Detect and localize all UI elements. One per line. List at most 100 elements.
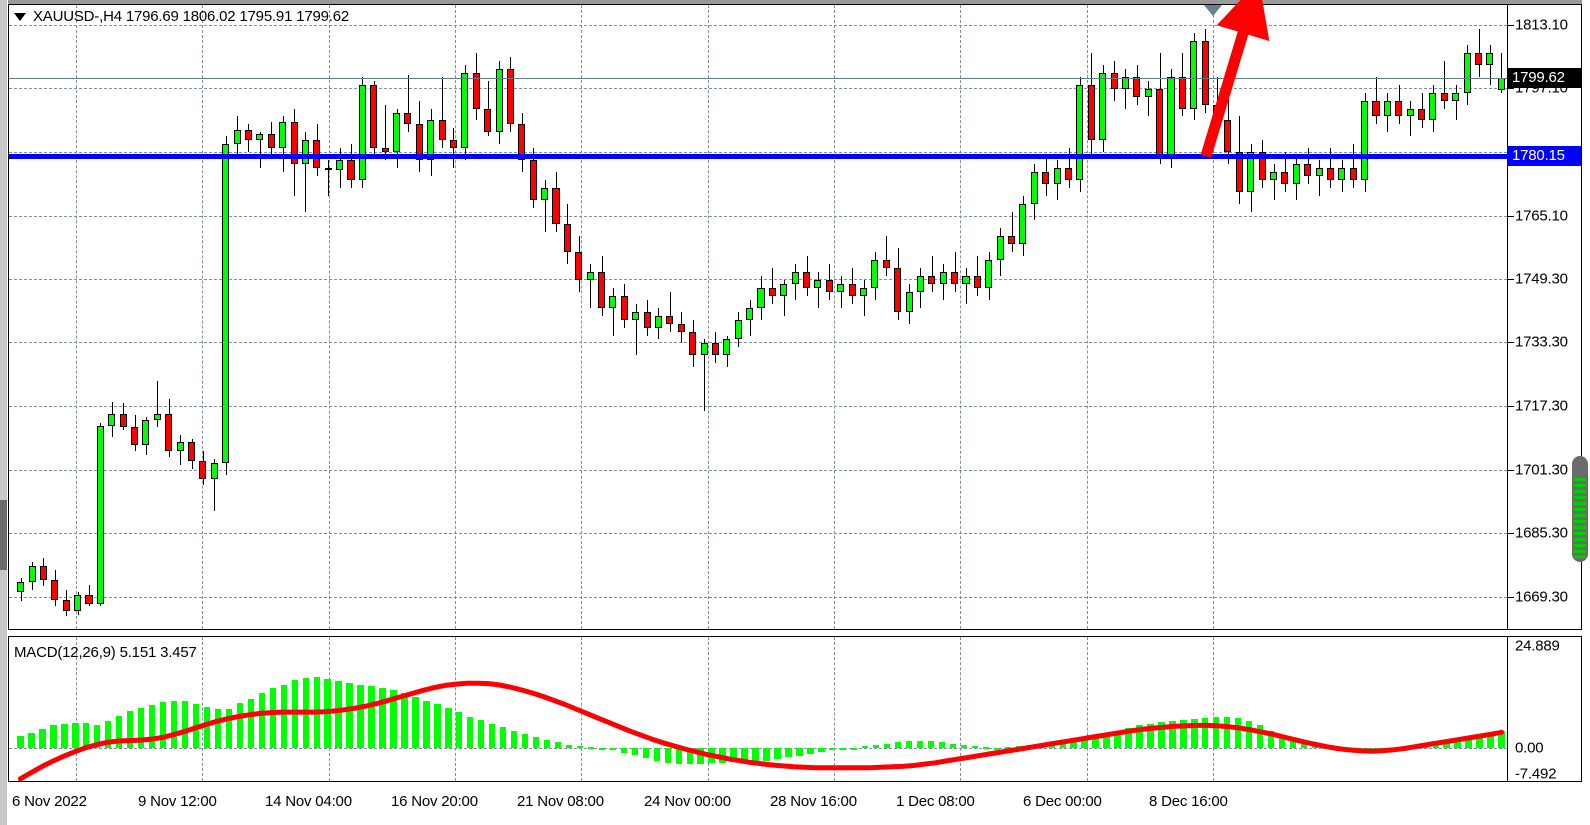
candle-body-bullish <box>1144 88 1152 97</box>
candle-body-bearish <box>1110 72 1118 89</box>
symbol-info-line[interactable]: XAUUSD-,H4 1796.69 1806.02 1795.91 1799.… <box>14 8 349 25</box>
macd-histogram-bar <box>467 716 474 748</box>
time-gridline <box>960 5 961 629</box>
macd-histogram-bar <box>280 684 287 748</box>
candle-wick <box>328 160 329 197</box>
candle-body-bearish <box>290 122 298 165</box>
candle-body-bullish <box>1076 84 1084 181</box>
time-axis-label: 1 Dec 08:00 <box>896 793 975 810</box>
candle-wick <box>1444 60 1445 109</box>
macd-histogram-bar <box>17 736 24 748</box>
candle-body-bearish <box>51 580 59 601</box>
macd-histogram-bar <box>72 722 79 748</box>
macd-histogram-bar <box>1180 720 1187 748</box>
left-edge-scrollbar[interactable] <box>0 0 7 825</box>
top-scrollbar[interactable] <box>8 0 1582 4</box>
candle-body-bullish <box>153 414 161 420</box>
candle-body-bearish <box>552 188 560 224</box>
macd-axis-label: -7.492 <box>1515 765 1557 783</box>
time-gridline <box>1087 5 1088 629</box>
candle-wick <box>545 180 546 232</box>
candle-body-bullish <box>780 283 788 296</box>
support-level-line[interactable] <box>9 153 1507 159</box>
macd-histogram-bar <box>653 747 660 761</box>
candle-body-bearish <box>825 279 833 292</box>
candle-body-bearish <box>267 134 275 149</box>
candle-wick <box>1456 84 1457 121</box>
candle-body-bullish <box>1452 92 1460 101</box>
left-scrollbar-thumb[interactable] <box>0 500 7 570</box>
macd-plot-area[interactable] <box>9 637 1507 781</box>
macd-histogram-bar <box>1081 738 1088 748</box>
macd-histogram-bar <box>1213 717 1220 748</box>
current-price-tag[interactable]: 1799.62 <box>1507 68 1581 89</box>
macd-histogram-bar <box>1092 736 1099 748</box>
macd-histogram-bar <box>521 734 529 748</box>
time-gridline <box>834 5 835 629</box>
macd-histogram-bar <box>807 747 814 754</box>
price-plot-area[interactable] <box>9 5 1507 629</box>
macd-histogram-bar <box>1224 717 1231 748</box>
macd-histogram-bar <box>489 723 496 748</box>
candle-wick <box>1319 160 1320 197</box>
macd-histogram-bar <box>785 747 792 758</box>
price-axis[interactable]: 1813.101797.101781.101765.101749.301733.… <box>1507 5 1581 629</box>
candle-body-bullish <box>654 315 662 328</box>
candle-body-bearish <box>711 343 719 356</box>
macd-histogram-bar <box>916 741 924 748</box>
candle-body-bullish <box>108 413 116 427</box>
candle-body-bearish <box>119 413 127 428</box>
macd-legend-label: MACD(12,26,9) 5.151 3.457 <box>14 644 197 661</box>
time-axis-label: 6 Nov 2022 <box>12 793 87 810</box>
macd-axis[interactable]: 24.889 0.00 -7.492 <box>1507 637 1581 783</box>
macd-histogram-bar <box>938 742 946 748</box>
triangle-down-icon[interactable] <box>14 12 26 21</box>
candle-wick <box>1012 212 1013 252</box>
macd-histogram-bar <box>1476 735 1483 748</box>
level-price-tag[interactable]: 1780.15 <box>1507 145 1581 166</box>
candle-body-bearish <box>1156 88 1164 157</box>
macd-panel[interactable]: 24.889 0.00 -7.492 <box>8 636 1582 783</box>
candle-wick <box>932 255 933 292</box>
candle-body-bullish <box>358 84 366 181</box>
macd-gridline <box>834 637 835 781</box>
price-axis-tick <box>1508 342 1514 344</box>
candle-wick <box>260 132 261 169</box>
candle-body-bullish <box>28 566 36 582</box>
candle-body-bullish <box>939 271 947 284</box>
candle-body-bullish <box>1406 108 1414 117</box>
macd-histogram-bar <box>883 743 891 748</box>
candle-body-bearish <box>472 72 480 109</box>
candle-wick <box>214 458 215 511</box>
candle-body-bearish <box>1087 84 1095 141</box>
macd-histogram-bar <box>335 680 342 748</box>
macd-histogram-bar <box>609 747 617 751</box>
candle-body-bearish <box>347 160 355 181</box>
candle-wick <box>613 287 614 336</box>
price-gridline <box>9 151 1507 153</box>
macd-histogram-bar <box>225 708 233 748</box>
macd-histogram-bar <box>598 747 606 750</box>
candle-body-bearish <box>415 124 423 161</box>
macd-histogram-bar <box>894 742 902 748</box>
candle-body-bullish <box>746 307 754 320</box>
macd-histogram-bar <box>478 720 485 748</box>
candle-body-bearish <box>1395 100 1403 117</box>
macd-histogram-bar <box>905 741 913 748</box>
price-chart-panel[interactable]: 1813.101797.101781.101765.101749.301733.… <box>8 4 1582 630</box>
macd-histogram-bar <box>1454 738 1461 748</box>
price-scale-scrollbar[interactable] <box>1572 456 1588 562</box>
price-gridline <box>9 342 1507 344</box>
price-axis-tick <box>1508 597 1514 599</box>
candle-wick <box>1125 68 1126 109</box>
macd-histogram-bar <box>1169 721 1176 748</box>
price-axis-tick <box>1508 278 1514 280</box>
macd-histogram-bar <box>664 747 671 763</box>
price-gridline <box>9 24 1507 26</box>
time-axis: 6 Nov 2022 9 Nov 12:00 14 Nov 04:00 16 Nov … <box>8 783 1582 825</box>
macd-histogram-bar <box>236 703 244 748</box>
candle-body-bullish <box>1099 72 1107 141</box>
candle-body-bearish <box>62 600 70 612</box>
candle-body-bearish <box>1042 172 1050 185</box>
macd-histogram-bar <box>1278 736 1286 748</box>
